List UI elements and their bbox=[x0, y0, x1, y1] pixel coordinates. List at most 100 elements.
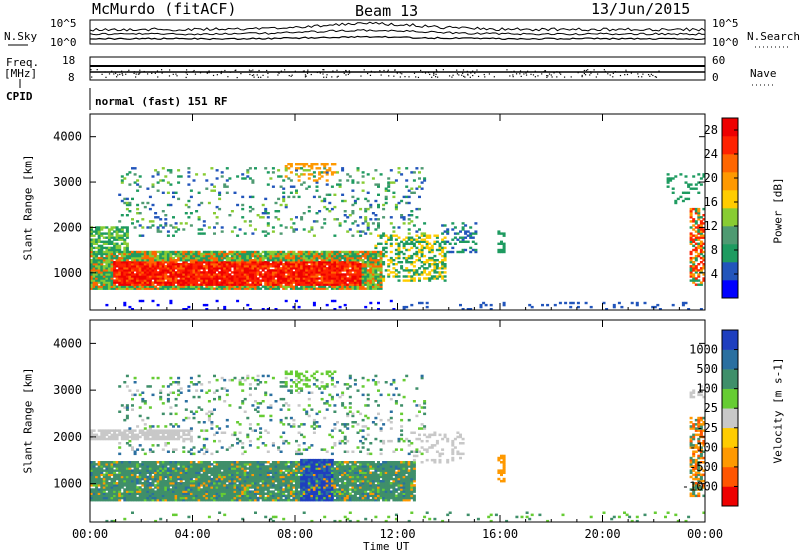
heatmap-cell bbox=[343, 275, 347, 278]
heatmap-cell bbox=[384, 254, 388, 258]
heatmap-cell bbox=[402, 252, 406, 256]
heatmap-cell bbox=[100, 250, 104, 254]
heatmap-cell bbox=[320, 285, 324, 288]
heatmap-cell bbox=[341, 269, 345, 272]
heatmap-cell bbox=[113, 498, 117, 502]
nsearch-tick-top: 10^5 bbox=[712, 17, 739, 30]
heatmap-cell bbox=[315, 269, 319, 272]
heatmap-cell bbox=[702, 222, 706, 225]
heatmap-cell bbox=[92, 475, 96, 479]
heatmap-cell bbox=[218, 427, 222, 430]
heatmap-cell bbox=[105, 279, 109, 282]
heatmap-cell bbox=[164, 261, 168, 264]
heatmap-cell bbox=[92, 242, 96, 245]
heatmap-cell bbox=[131, 273, 134, 276]
heatmap-cell bbox=[133, 279, 137, 282]
heatmap-cell bbox=[195, 250, 199, 254]
heatmap-cell bbox=[207, 467, 211, 470]
nave-dot bbox=[396, 72, 399, 74]
heatmap-cell bbox=[292, 273, 296, 276]
heatmap-cell bbox=[95, 285, 99, 288]
heatmap-cell bbox=[474, 222, 478, 225]
heatmap-cell bbox=[189, 477, 193, 481]
heatmap-cell bbox=[207, 201, 211, 205]
heatmap-cell bbox=[312, 175, 316, 178]
heatmap-cell bbox=[197, 494, 201, 498]
heatmap-cell bbox=[131, 471, 134, 474]
heatmap-cell bbox=[161, 269, 165, 272]
heatmap-cell bbox=[379, 254, 383, 258]
heatmap-cell bbox=[295, 283, 298, 286]
heatmap-cell bbox=[154, 437, 158, 441]
heatmap-cell bbox=[264, 275, 268, 278]
heatmap-cell bbox=[195, 494, 199, 498]
heatmap-cell bbox=[323, 163, 327, 166]
heatmap-cell bbox=[100, 496, 104, 500]
heatmap-cell bbox=[136, 496, 140, 500]
heatmap-cell bbox=[387, 181, 391, 184]
heatmap-cell bbox=[225, 265, 229, 268]
heatmap-cell bbox=[210, 492, 214, 495]
heatmap-cell bbox=[197, 475, 201, 479]
heatmap-cell bbox=[105, 484, 109, 487]
heatmap-cell bbox=[300, 267, 304, 270]
nave-dot bbox=[484, 76, 486, 78]
heatmap-cell bbox=[138, 471, 142, 474]
heatmap-cell bbox=[202, 273, 206, 276]
heatmap-cell bbox=[154, 281, 158, 284]
heatmap-cell bbox=[113, 477, 117, 481]
heatmap-cell bbox=[200, 498, 204, 502]
heatmap-cell bbox=[213, 281, 216, 284]
nave-dot bbox=[117, 74, 119, 76]
heatmap-cell bbox=[361, 254, 365, 258]
heatmap-cell bbox=[192, 452, 196, 456]
heatmap-cell bbox=[172, 261, 175, 264]
nave-dot bbox=[284, 69, 286, 71]
heatmap-cell bbox=[346, 252, 350, 256]
heatmap-cell bbox=[218, 482, 222, 485]
heatmap-cell bbox=[146, 269, 150, 272]
heatmap-cell bbox=[441, 261, 445, 264]
heatmap-cell bbox=[110, 252, 114, 256]
heatmap-cell bbox=[105, 479, 109, 483]
heatmap-cell bbox=[464, 236, 468, 239]
heatmap-cell bbox=[97, 226, 101, 229]
heatmap-cell bbox=[699, 252, 703, 256]
heatmap-cell bbox=[351, 252, 355, 256]
heatmap-cell bbox=[177, 498, 181, 502]
heatmap-cell bbox=[197, 259, 201, 262]
heatmap-cell bbox=[102, 437, 106, 441]
heatmap-cell bbox=[351, 210, 355, 213]
heatmap-cell bbox=[694, 267, 698, 270]
nave-dot bbox=[127, 71, 129, 73]
heatmap-cell bbox=[123, 469, 127, 472]
heatmap-cell bbox=[177, 279, 181, 282]
heatmap-cell bbox=[443, 254, 447, 258]
heatmap-cell bbox=[697, 269, 701, 272]
heatmap-cell bbox=[446, 240, 450, 243]
heatmap-cell bbox=[159, 498, 163, 502]
nave-dot bbox=[519, 70, 522, 72]
heatmap-cell bbox=[330, 256, 334, 260]
heatmap-cell bbox=[110, 498, 114, 502]
heatmap-cell bbox=[684, 197, 688, 201]
heatmap-cell bbox=[694, 242, 698, 245]
heatmap-cell bbox=[205, 267, 209, 270]
heatmap-cell bbox=[118, 287, 122, 290]
heatmap-cell bbox=[148, 486, 152, 489]
heatmap-cell bbox=[264, 281, 268, 284]
heatmap-cell bbox=[210, 275, 214, 278]
heatmap-cell bbox=[164, 281, 168, 284]
heatmap-cell bbox=[266, 275, 270, 278]
heatmap-cell bbox=[459, 236, 462, 239]
heatmap-cell bbox=[205, 473, 209, 477]
heatmap-cell bbox=[172, 473, 175, 477]
heatmap-cell bbox=[333, 271, 337, 274]
heatmap-cell bbox=[410, 261, 414, 264]
heatmap-cell bbox=[338, 281, 342, 284]
heatmap-cell bbox=[169, 252, 173, 256]
heatmap-cell bbox=[500, 250, 503, 254]
heatmap-cell bbox=[90, 250, 93, 254]
heatmap-cell bbox=[274, 279, 278, 282]
heatmap-cell bbox=[151, 437, 155, 441]
